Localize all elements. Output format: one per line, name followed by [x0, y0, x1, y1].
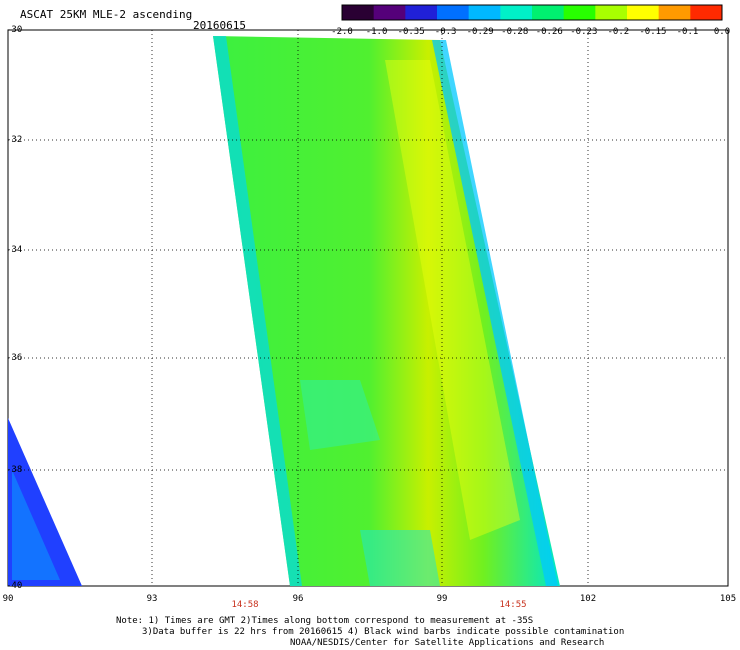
note-line: NOAA/NESDIS/Center for Satellite Applica… — [290, 638, 605, 648]
colorbar-swatch — [468, 5, 501, 20]
y-tick-label: -36 — [6, 353, 23, 363]
colorbar-swatch — [690, 5, 723, 20]
swath-cyan-patch-2 — [360, 530, 440, 586]
y-tick-label: -38 — [6, 465, 23, 475]
ascat-swath — [213, 36, 560, 586]
colorbar-swatch — [532, 5, 565, 20]
colorbar-tick-label: -0.29 — [466, 27, 494, 37]
date-label: 20160615 — [193, 19, 246, 32]
colorbar-swatch — [500, 5, 533, 20]
colorbar-swatch — [437, 5, 470, 20]
colorbar-swatch — [627, 5, 660, 20]
colorbar-tick-label: -0.28 — [501, 27, 529, 37]
y-tick-label: -34 — [6, 245, 23, 255]
swath-left-edge — [213, 36, 302, 586]
chart-title: ASCAT 25KM MLE-2 ascending — [20, 8, 193, 21]
y-tick-label: -30 — [6, 25, 23, 35]
note-line: 3)Data buffer is 22 hrs from 20160615 4)… — [142, 627, 625, 637]
colorbar-swatch — [563, 5, 596, 20]
swath-cyan-patch — [300, 380, 380, 450]
colorbar-swatch — [405, 5, 438, 20]
x-tick-label: 93 — [146, 594, 158, 604]
colorbar-tick-label: -0.2 — [607, 27, 630, 37]
note-line: Note: 1) Times are GMT 2)Times along bot… — [116, 616, 534, 626]
grid — [8, 30, 728, 586]
colorbar-tick-label: -0.15 — [639, 27, 667, 37]
colorbar-tick-label: 0.0 — [713, 27, 731, 37]
time-label: 14:55 — [499, 600, 527, 610]
colorbar-tick-label: -1.0 — [365, 27, 388, 37]
time-label: 14:58 — [231, 600, 259, 610]
colorbar-tick-label: -0.23 — [570, 27, 598, 37]
y-tick-label: -40 — [6, 581, 23, 591]
x-tick-label: 96 — [292, 594, 304, 604]
colorbar-tick-label: -0.26 — [535, 27, 563, 37]
colorbar-swatch — [342, 5, 375, 20]
swath-right-edge — [432, 40, 558, 586]
colorbar-tick-label: -0.35 — [397, 27, 425, 37]
colorbar-tick-label: -2.0 — [331, 27, 353, 37]
corner-swath-cyan — [12, 470, 60, 580]
swath-yellow-band — [385, 60, 520, 540]
colorbar-tick-label: -0.3 — [434, 27, 457, 37]
colorbar-swatch — [595, 5, 628, 20]
colorbar — [341, 4, 723, 21]
colorbar-frame — [341, 4, 723, 21]
x-tick-label: 99 — [436, 594, 448, 604]
colorbar-tick-label: -0.1 — [676, 27, 699, 37]
x-tick-label: 90 — [2, 594, 14, 604]
colorbar-swatch — [658, 5, 691, 20]
x-tick-label: 102 — [579, 594, 597, 604]
x-tick-label: 105 — [719, 594, 737, 604]
y-tick-label: -32 — [6, 135, 23, 145]
colorbar-swatch — [373, 5, 406, 20]
